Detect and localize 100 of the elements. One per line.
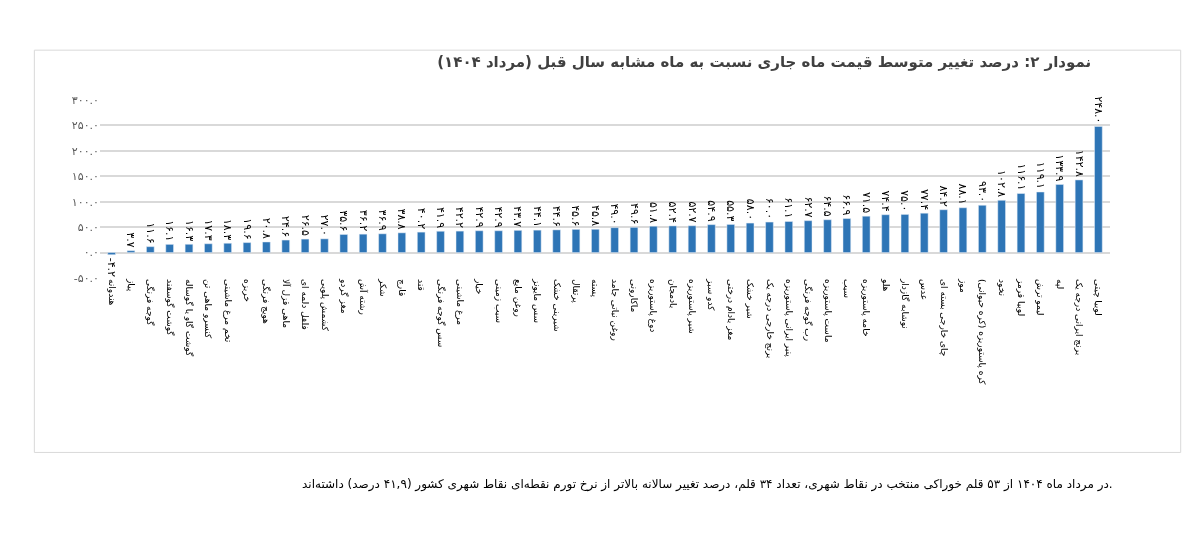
y-tick-label: -۵۰.۰ [73,271,99,285]
data-label: ۹۳.۰ [975,181,989,203]
x-tick-label: نوشابه گازدار [899,278,911,329]
y-tick-label: ۱۰۰.۰ [71,195,99,209]
x-tick-label: مرغ ماشینی [454,279,465,326]
x-tick-label: دوغ پاستوریزه [648,279,659,333]
bar [862,215,871,253]
data-label: ۶۴.۵ [821,195,835,217]
x-tick-label: سس گوجه فرنگی [435,279,447,348]
data-label: ۳۶.۹ [375,209,389,231]
data-label: ۱۱۹.۱ [1033,161,1047,189]
x-tick-label: لیمو ترش [1035,279,1046,316]
x-tick-label: تخم مرغ ماشینی [221,279,233,343]
data-label: ۴۳.۷ [511,206,525,228]
x-tick-label: شکر [377,278,388,297]
x-tick-label: ماست پاستوریزه [822,279,833,343]
x-tick-label: کره پاستوریزه (کره حیوانی) [977,279,988,386]
data-label: ۴۵.۸ [588,204,602,227]
x-tick-label: گوشت گوسفند [164,279,176,337]
bar [455,230,464,253]
bar [146,246,155,253]
x-tick-label: خربزه [242,279,253,302]
data-label: ۲۴۸.۰ [1091,96,1105,124]
data-label: ۵۲.۴ [666,201,680,223]
data-label: ۷۷.۴ [917,188,931,211]
bar [649,225,658,253]
bar [784,221,793,253]
y-tick-label: ۱۵۰.۰ [71,170,99,184]
chart-title: نمودار ۲: درصد تغییر متوسط قیمت ماه جاری نسبت به ماه مشابه سال قبل (مرداد ۱۴۰۴) [437,53,1092,72]
bar [1016,193,1026,253]
bar [475,230,484,253]
data-label: ۸۸.۱ [956,183,970,205]
x-tick-label: لپه [1054,279,1065,290]
bar [320,238,329,253]
x-tick-label: برنج خارجی درجه یک [764,279,775,359]
x-tick-label: پنیر ایرانی پاستوریزه [783,279,794,358]
data-label: -۴.۲ [105,257,119,278]
y-tick-label: ۵۰.۰ [77,220,99,234]
bar [978,205,987,253]
data-label: ۱۹.۶ [240,218,254,240]
data-label: ۴۹.۰ [608,203,622,225]
data-label: ۶۱.۱ [782,197,796,219]
x-tick-label: پسته [590,279,601,298]
data-label: ۴۲.۹ [472,206,486,228]
bar [804,220,813,253]
data-label: ۵۲.۷ [685,201,699,223]
data-label: ۴۴.۶ [550,205,564,227]
data-label: ۴۹.۶ [627,203,641,225]
data-label: ۶۶.۹ [840,194,854,216]
data-label: ۵۱.۸ [646,201,660,224]
x-tick-label: گوجه فرنگی [145,279,157,327]
bar [107,252,116,255]
data-label: ۲۶.۵ [298,214,312,237]
x-tick-label: هلو [880,278,891,292]
x-tick-label: ماکارونی [629,279,640,313]
bar [552,229,561,253]
data-label: ۱۰۲.۸ [995,170,1009,198]
data-label: ۱۶.۳ [182,219,196,242]
x-tick-label: نخود [996,279,1007,296]
data-label: ۵۸.۰ [743,198,757,221]
bar [920,212,929,253]
bar [417,231,426,253]
bar [165,244,174,253]
data-label: ۷۴.۴ [879,190,893,212]
bar [1036,191,1045,253]
data-label: ۱۳۳.۹ [1053,154,1067,182]
y-tick-label: ۲۰۰.۰ [71,144,99,158]
x-tick-label: مغز گردو [338,278,350,314]
data-label: ۷۱.۵ [859,191,873,214]
data-label: ۴۲.۲ [453,206,467,229]
x-tick-label: بادمجان [667,279,678,309]
y-tick-label: ۳۰۰.۰ [71,93,99,107]
bar [629,227,639,253]
x-tick-label: عدس [919,279,930,301]
bar [494,230,503,253]
bar [223,243,232,253]
bar [958,207,968,253]
data-label: ۱۶.۱ [163,220,177,242]
data-label: ۱۱۶.۱ [1014,163,1028,191]
bar [1074,179,1084,253]
data-label: ۵۵.۳ [724,200,738,222]
bar [726,224,735,253]
x-tick-label: قارچ [396,279,407,297]
text: در مرداد ماه ۱۴۰۴ از ۵۳ قلم خوراکی منتخب در نقاط شهری، تعداد ۳۴ قلم، درصد تغییر سالانه بالاتر از نرخ تورم نقطه‌ای نقاط شهری کشور (۴۱,۹ درصد) داشته‌اند. [302,477,1113,492]
bar [339,234,348,253]
x-tick-label: سس مایونز [532,278,543,324]
bar [842,218,851,253]
bar [1055,184,1064,253]
bar [668,225,677,253]
data-label: ۳۵.۶ [337,210,351,232]
data-label: ۴۰.۲ [414,207,428,230]
bar [707,224,716,253]
bar [687,225,697,253]
bar [204,243,213,253]
data-label: ۱۸.۳ [221,218,235,241]
bar [900,214,910,253]
bar [436,231,445,253]
bar [533,229,542,253]
x-tick-label: چای خارجی بسته ای [938,279,949,357]
bar [513,230,523,253]
